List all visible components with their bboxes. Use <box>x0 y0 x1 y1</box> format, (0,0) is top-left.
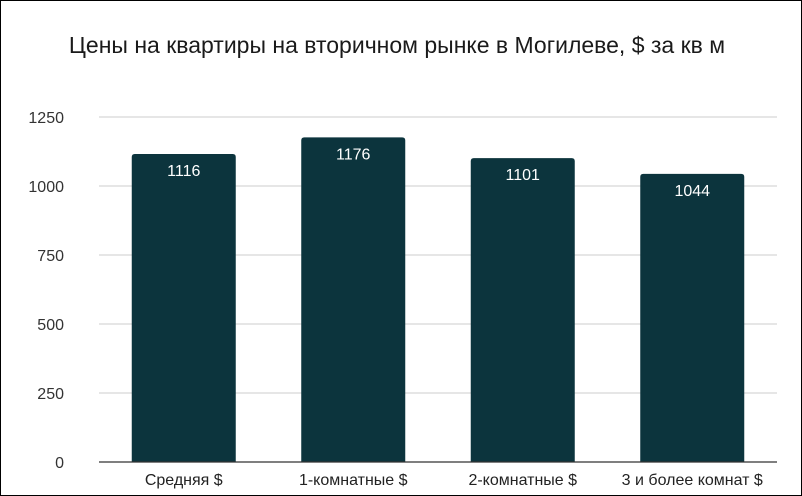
x-category-label: 1-комнатные $ <box>299 472 408 489</box>
bar <box>131 153 236 462</box>
y-tick-label: 750 <box>37 248 64 265</box>
x-category-label: Средняя $ <box>145 472 223 489</box>
bars <box>131 137 745 462</box>
chart-title: Цены на квартиры на вторичном рынке в Мо… <box>69 32 725 58</box>
x-category-label: 3 и более комнат $ <box>622 472 763 489</box>
data-label: 1101 <box>506 167 541 184</box>
bar <box>640 173 745 462</box>
y-tick-label: 500 <box>37 317 64 334</box>
data-labels: 1116 1176 1101 1044 <box>167 146 710 199</box>
y-tick-label: 250 <box>37 386 64 403</box>
y-tick-label: 1250 <box>28 110 64 127</box>
y-tick-label: 1000 <box>28 179 64 196</box>
data-label: 1176 <box>336 146 371 163</box>
bar <box>470 158 575 462</box>
bar <box>301 137 406 462</box>
data-label: 1044 <box>674 183 710 200</box>
y-axis-ticks: 0 250 500 750 1000 1250 <box>28 110 64 472</box>
data-label: 1116 <box>167 163 200 180</box>
y-tick-label: 0 <box>55 455 64 472</box>
x-axis-categories: Средняя $ 1-комнатные $ 2-комнатные $ 3 и б… <box>145 472 763 489</box>
x-category-label: 2-комнатные $ <box>468 472 577 489</box>
